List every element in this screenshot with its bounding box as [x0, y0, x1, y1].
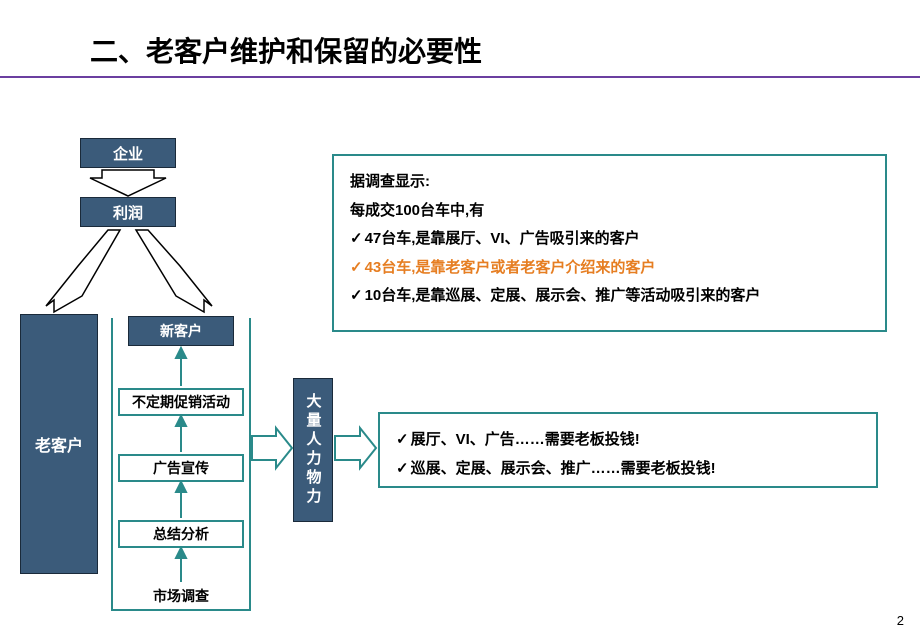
box-resources: 大量人力物力 [293, 378, 333, 522]
survey-line-5: ✓10台车,是靠巡展、定展、展示会、推广等活动吸引来的客户 [350, 282, 869, 311]
check-icon: ✓ [396, 431, 409, 448]
title-underline [0, 76, 920, 78]
survey-line-2: 每成交100台车中,有 [350, 197, 869, 226]
check-icon: ✓ [350, 259, 363, 276]
page-title: 二、老客户维护和保留的必要性 [90, 30, 482, 70]
box-old-customer: 老客户 [20, 314, 98, 574]
box-enterprise: 企业 [80, 138, 176, 168]
box-summary: 总结分析 [118, 520, 244, 548]
info-box-survey: 据调查显示: 每成交100台车中,有 ✓47台车,是靠展厅、VI、广告吸引来的客… [332, 154, 887, 332]
page-number: 2 [897, 613, 904, 628]
box-new-customer: 新客户 [128, 316, 234, 346]
survey-line-3: ✓47台车,是靠展厅、VI、广告吸引来的客户 [350, 225, 869, 254]
box-advert: 广告宣传 [118, 454, 244, 482]
box-market: 市场调查 [118, 584, 244, 608]
check-icon: ✓ [350, 287, 363, 304]
cost-line-2: ✓巡展、定展、展示会、推广……需要老板投钱! [396, 455, 860, 484]
check-icon: ✓ [350, 230, 363, 247]
box-promo: 不定期促销活动 [118, 388, 244, 416]
box-resources-label: 大量人力物力 [303, 393, 324, 507]
box-profit: 利润 [80, 197, 176, 227]
info-box-cost: ✓展厅、VI、广告……需要老板投钱! ✓巡展、定展、展示会、推广……需要老板投钱… [378, 412, 878, 488]
survey-line-1: 据调查显示: [350, 168, 869, 197]
survey-line-4: ✓43台车,是靠老客户或者老客户介绍来的客户 [350, 254, 869, 283]
cost-line-1: ✓展厅、VI、广告……需要老板投钱! [396, 426, 860, 455]
check-icon: ✓ [396, 460, 409, 477]
